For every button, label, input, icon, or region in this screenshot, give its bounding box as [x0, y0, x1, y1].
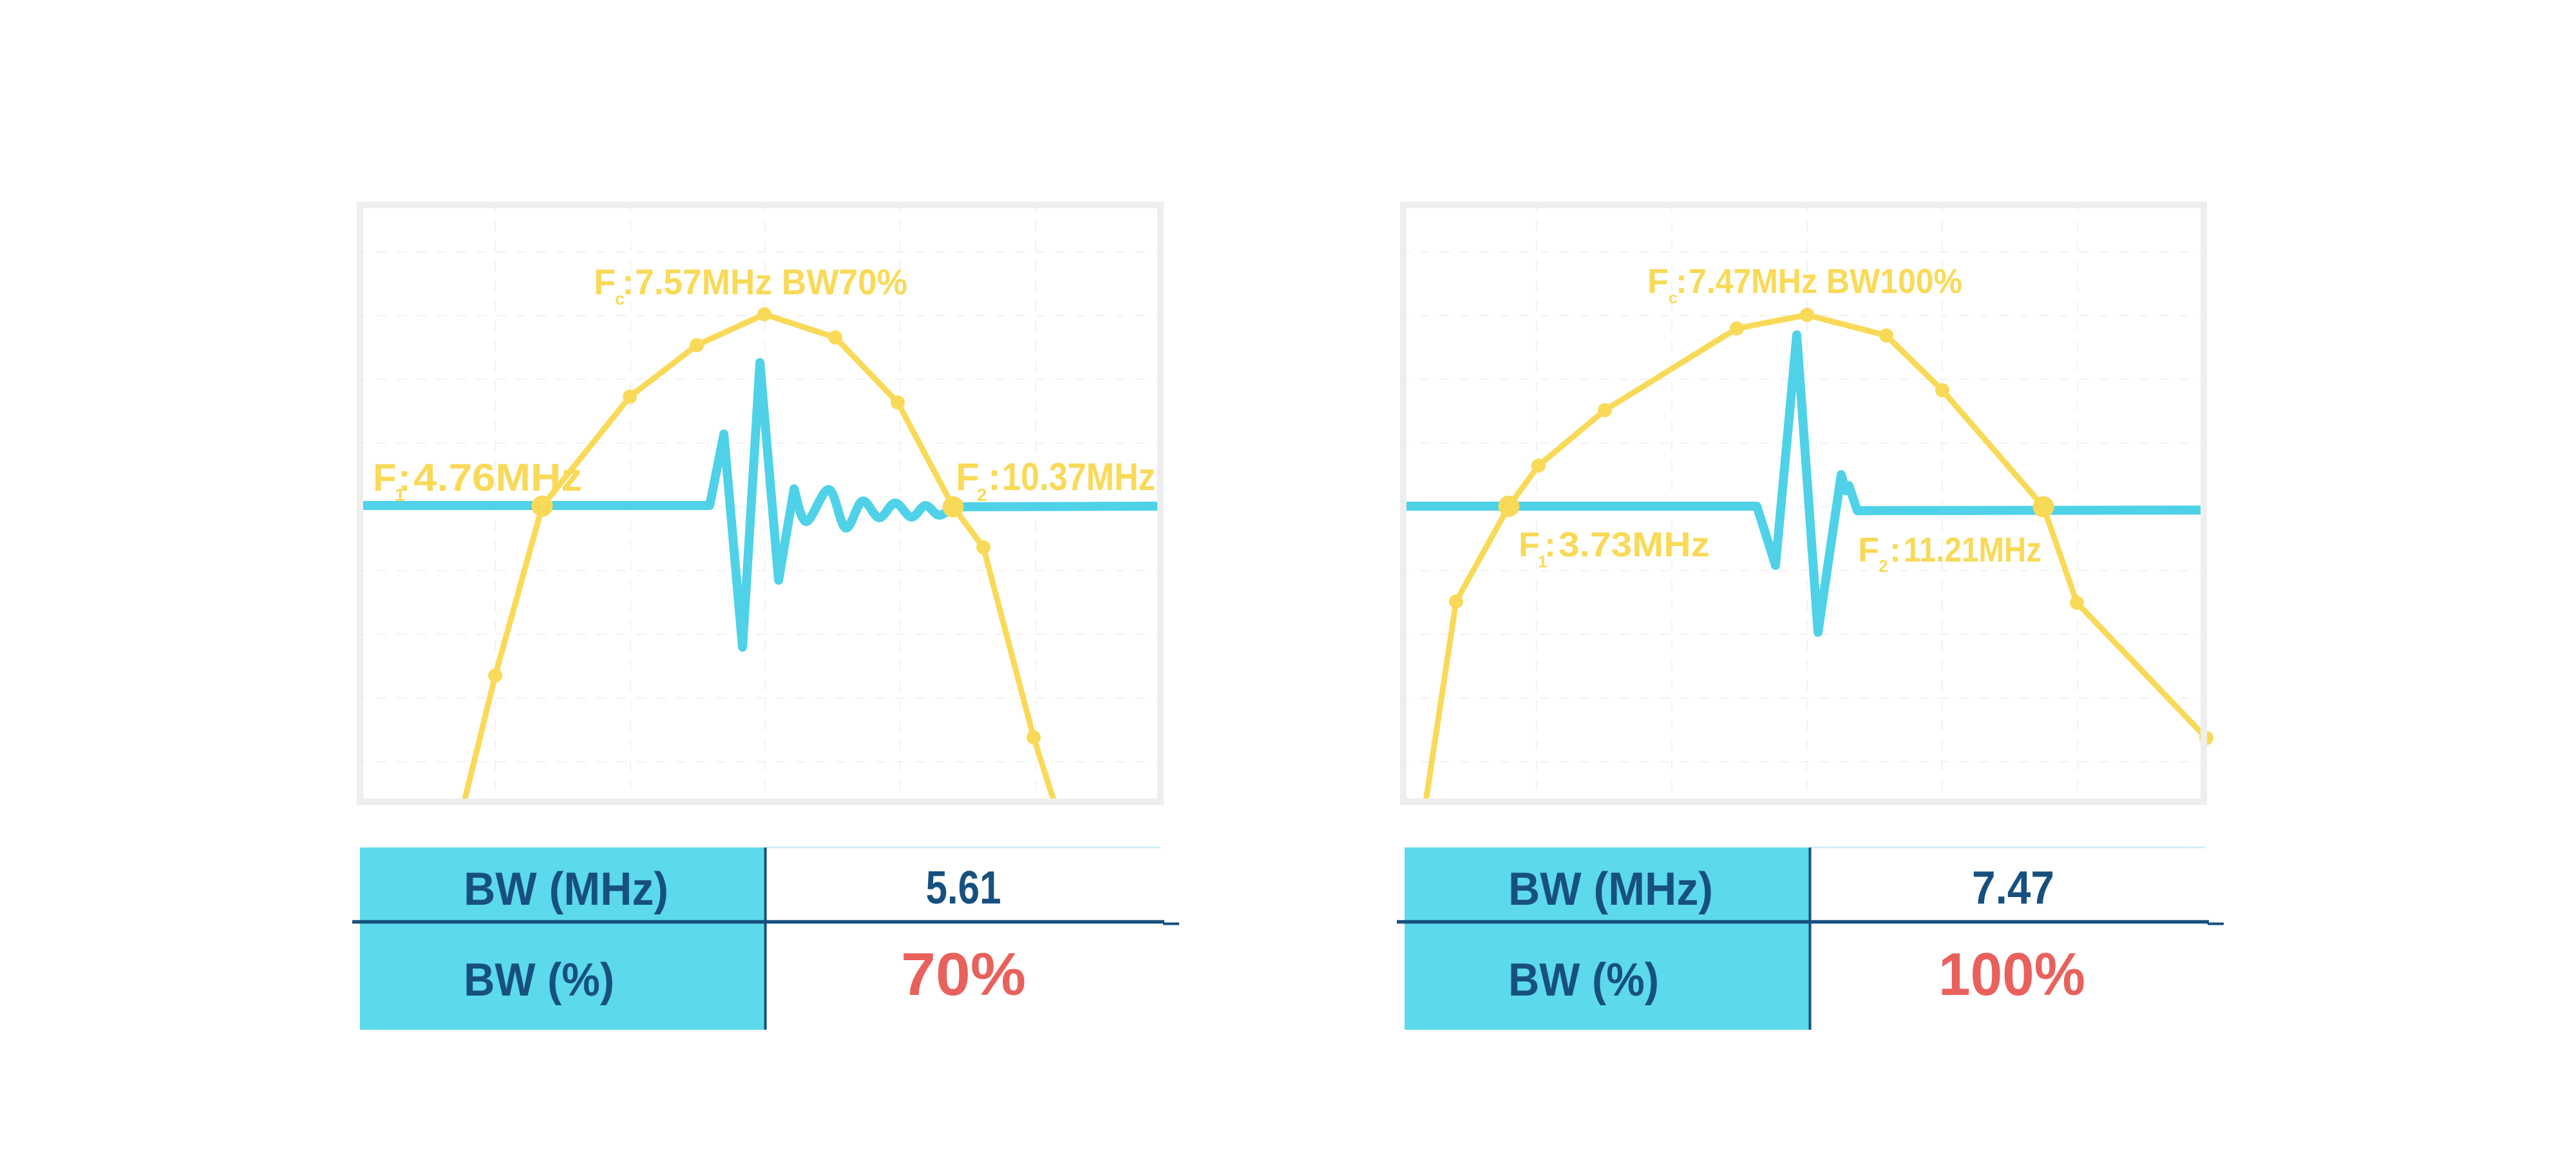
svg-text:F: F	[1519, 525, 1540, 564]
svg-text:BW (%): BW (%)	[1508, 954, 1659, 1006]
svg-text:c: c	[1669, 289, 1678, 307]
svg-text:1: 1	[395, 485, 405, 505]
svg-text:F: F	[1858, 531, 1879, 569]
svg-text:F: F	[1647, 262, 1669, 301]
svg-text::: :	[1676, 262, 1687, 301]
svg-text:F: F	[956, 455, 980, 498]
svg-text:5.61: 5.61	[926, 862, 1001, 914]
svg-text:BW (MHz): BW (MHz)	[1508, 864, 1713, 915]
svg-text:2: 2	[977, 485, 987, 505]
svg-text:1: 1	[1538, 552, 1547, 571]
svg-text:2: 2	[1879, 556, 1888, 576]
svg-text:3.73MHz: 3.73MHz	[1558, 525, 1710, 564]
svg-text:c: c	[615, 289, 625, 308]
svg-text:7.57MHz BW70%: 7.57MHz BW70%	[635, 261, 907, 302]
svg-text:4.76MHz: 4.76MHz	[413, 456, 582, 499]
svg-text:11.21MHz: 11.21MHz	[1904, 531, 2041, 569]
svg-text::: :	[988, 455, 1001, 498]
svg-text::: :	[1889, 531, 1901, 569]
svg-text:7.47MHz BW100%: 7.47MHz BW100%	[1689, 262, 1962, 301]
svg-text:F: F	[373, 456, 397, 499]
svg-text::: :	[1544, 525, 1556, 564]
svg-text:10.37MHz: 10.37MHz	[1002, 455, 1155, 498]
svg-text:BW (%): BW (%)	[464, 954, 614, 1006]
svg-text::: :	[622, 261, 634, 302]
svg-text:BW (MHz): BW (MHz)	[464, 864, 668, 915]
svg-text:70%: 70%	[901, 940, 1026, 1008]
svg-text:F: F	[594, 261, 616, 302]
svg-text:100%: 100%	[1938, 940, 2085, 1008]
svg-text:7.47: 7.47	[1972, 862, 2054, 914]
svg-text::: :	[398, 456, 411, 499]
